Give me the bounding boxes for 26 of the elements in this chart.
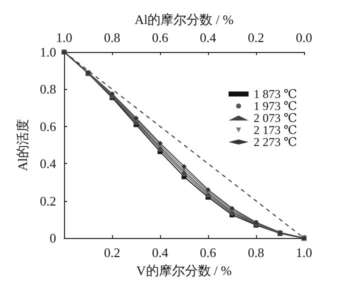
y-tick-label: 0 [50,230,56,246]
x2-axis-title: Al的摩尔分数 / % [134,12,234,27]
x2-tick-label: 0.4 [200,30,217,45]
x-tick-label: 0.2 [104,245,120,260]
y-tick-label: 1.0 [40,44,56,60]
legend-label: 2 073 ℃ [254,111,298,125]
x2-tick-label: 0.8 [104,30,120,45]
y-tick-label: 0.8 [40,82,56,97]
x2-tick-label: 1.0 [56,30,72,45]
x-tick-label: 0.8 [248,245,264,260]
y-tick-label: 0.4 [40,156,57,172]
y-tick-label: 0.6 [40,118,57,134]
legend-label: 2 273 ℃ [254,135,298,149]
legend-label: 1 873 ℃ [254,87,298,101]
x2-tick-label: 0.6 [152,30,169,45]
point [182,164,187,169]
x-tick-label: 0.6 [200,245,217,260]
legend-label: 1 973 ℃ [254,99,298,113]
legend-label: 2 173 ℃ [254,123,298,137]
x2-tick-label: 0.0 [296,30,312,45]
x-tick-label: 0.4 [152,245,169,260]
x-tick-label: 1.0 [296,245,312,260]
x-axis-title: V的摩尔分数 / % [136,263,232,278]
y-tick-label: 0.2 [40,193,56,208]
y-axis-title: Al的活度 [15,119,30,172]
x2-tick-label: 0.2 [248,30,264,45]
